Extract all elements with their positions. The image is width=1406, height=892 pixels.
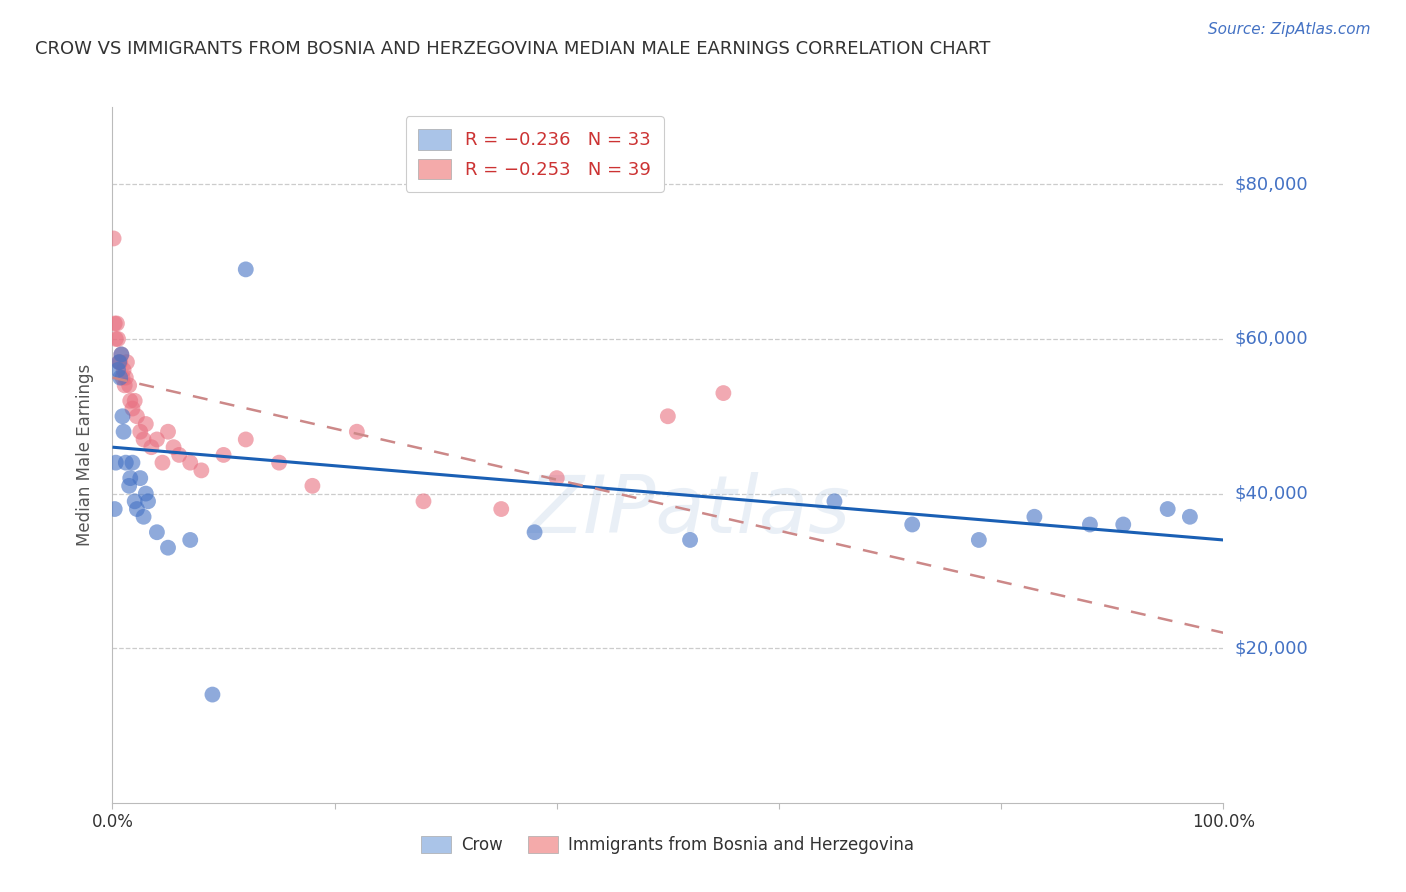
Point xyxy=(179,456,201,470)
Point xyxy=(125,502,148,516)
Text: ZIPatlas: ZIPatlas xyxy=(529,472,851,549)
Point xyxy=(121,401,143,416)
Point xyxy=(104,317,127,331)
Point xyxy=(146,525,169,540)
Point xyxy=(201,688,224,702)
Point xyxy=(114,378,136,392)
Point xyxy=(132,433,155,447)
Point xyxy=(110,347,132,361)
Point xyxy=(112,363,135,377)
Point xyxy=(110,370,132,384)
Point xyxy=(901,517,924,532)
Point xyxy=(108,355,131,369)
Point xyxy=(301,479,323,493)
Legend: Crow, Immigrants from Bosnia and Herzegovina: Crow, Immigrants from Bosnia and Herzego… xyxy=(415,829,921,861)
Point xyxy=(824,494,846,508)
Point xyxy=(212,448,235,462)
Point xyxy=(190,463,212,477)
Text: $40,000: $40,000 xyxy=(1234,484,1308,502)
Point xyxy=(489,502,512,516)
Point xyxy=(346,425,368,439)
Point xyxy=(111,409,134,424)
Point xyxy=(105,317,128,331)
Point xyxy=(120,393,142,408)
Point xyxy=(103,231,125,245)
Text: $60,000: $60,000 xyxy=(1234,330,1308,348)
Point xyxy=(118,479,141,493)
Text: $80,000: $80,000 xyxy=(1234,176,1308,194)
Point xyxy=(235,433,257,447)
Point xyxy=(546,471,568,485)
Point xyxy=(129,425,152,439)
Y-axis label: Median Male Earnings: Median Male Earnings xyxy=(76,364,94,546)
Point xyxy=(121,456,143,470)
Text: CROW VS IMMIGRANTS FROM BOSNIA AND HERZEGOVINA MEDIAN MALE EARNINGS CORRELATION : CROW VS IMMIGRANTS FROM BOSNIA AND HERZE… xyxy=(35,40,990,58)
Point xyxy=(152,456,174,470)
Point xyxy=(679,533,702,547)
Point xyxy=(1078,517,1101,532)
Point xyxy=(135,486,157,500)
Point xyxy=(108,355,131,369)
Text: Source: ZipAtlas.com: Source: ZipAtlas.com xyxy=(1208,22,1371,37)
Point xyxy=(967,533,990,547)
Point xyxy=(118,378,141,392)
Point xyxy=(114,370,136,384)
Point xyxy=(112,425,135,439)
Point xyxy=(157,541,180,555)
Point xyxy=(124,393,146,408)
Point xyxy=(412,494,434,508)
Point xyxy=(657,409,679,424)
Point xyxy=(157,425,180,439)
Point xyxy=(104,502,127,516)
Point xyxy=(104,456,127,470)
Point xyxy=(107,332,129,346)
Point xyxy=(124,494,146,508)
Point xyxy=(141,440,163,454)
Point xyxy=(104,332,127,346)
Point xyxy=(146,433,169,447)
Point xyxy=(111,370,134,384)
Point xyxy=(179,533,201,547)
Point xyxy=(167,448,190,462)
Point xyxy=(135,417,157,431)
Point xyxy=(713,386,735,401)
Point xyxy=(523,525,546,540)
Point xyxy=(1156,502,1178,516)
Point xyxy=(1024,509,1046,524)
Point xyxy=(235,262,257,277)
Point xyxy=(1178,509,1201,524)
Point xyxy=(129,471,152,485)
Point xyxy=(115,355,138,369)
Point xyxy=(1112,517,1135,532)
Point xyxy=(110,347,132,361)
Point xyxy=(136,494,159,508)
Point xyxy=(267,456,291,470)
Text: $20,000: $20,000 xyxy=(1234,640,1308,657)
Point xyxy=(110,355,132,369)
Point xyxy=(120,471,142,485)
Point xyxy=(125,409,148,424)
Point xyxy=(107,363,129,377)
Point xyxy=(162,440,184,454)
Point xyxy=(114,456,136,470)
Point xyxy=(132,509,155,524)
